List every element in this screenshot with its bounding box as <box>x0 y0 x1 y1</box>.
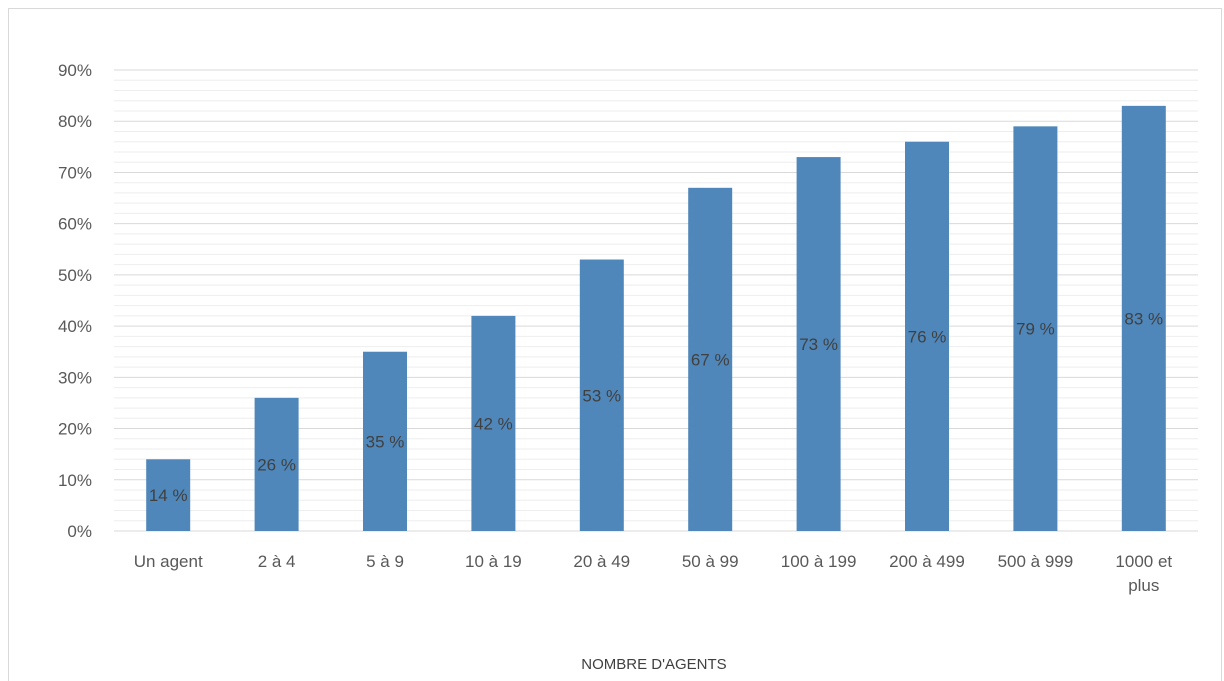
bar <box>1013 126 1058 531</box>
y-tick-label: 60% <box>58 215 92 234</box>
y-tick-label: 50% <box>58 266 92 285</box>
data-label: 26 % <box>257 455 296 474</box>
data-label: 35 % <box>366 432 405 451</box>
y-tick-label: 70% <box>58 163 92 182</box>
y-axis-ticks: 0% 10% 20% 30% 40% 50% 60% 70% 80% 90% <box>58 61 92 541</box>
data-labels: 14 % 26 % 35 % 42 % 53 % 67 % 73 % 76 % 79 % 83 % <box>149 309 1163 505</box>
x-category-label: plus <box>1128 576 1159 595</box>
x-category-label: Un agent <box>134 552 203 571</box>
y-tick-label: 30% <box>58 368 92 387</box>
bar <box>688 187 733 532</box>
x-category-label: 1000 et <box>1115 552 1172 571</box>
y-tick-label: 40% <box>58 317 92 336</box>
y-tick-label: 80% <box>58 112 92 131</box>
bar <box>363 351 407 531</box>
bar <box>905 141 949 531</box>
y-tick-label: 20% <box>58 420 92 439</box>
data-label: 53 % <box>582 386 621 405</box>
x-category-label: 2 à 4 <box>258 552 296 571</box>
x-category-label: 5 à 9 <box>366 552 404 571</box>
bar <box>146 459 191 531</box>
data-label: 42 % <box>474 414 513 433</box>
x-category-label: 100 à 199 <box>781 552 857 571</box>
x-category-label: 500 à 999 <box>998 552 1074 571</box>
data-label: 76 % <box>908 327 947 346</box>
bar <box>254 397 299 531</box>
bar <box>471 315 516 531</box>
data-label: 79 % <box>1016 320 1055 339</box>
data-label: 73 % <box>799 335 838 354</box>
y-tick-label: 90% <box>58 61 92 80</box>
x-axis-title: NOMBRE D'AGENTS <box>581 656 726 673</box>
bar <box>796 157 841 532</box>
x-category-label: 50 à 99 <box>682 552 739 571</box>
x-category-label: 200 à 499 <box>889 552 965 571</box>
x-category-label: 10 à 19 <box>465 552 522 571</box>
y-tick-label: 10% <box>58 471 92 490</box>
bar <box>1121 105 1166 531</box>
y-tick-label: 0% <box>67 522 92 541</box>
bars <box>146 105 1166 532</box>
x-axis-categories: Un agent 2 à 4 5 à 9 10 à 19 20 à 49 50 à 99 1… <box>134 552 1173 595</box>
bar <box>579 259 624 531</box>
data-label: 14 % <box>149 486 188 505</box>
data-label: 67 % <box>691 350 730 369</box>
x-category-label: 20 à 49 <box>573 552 630 571</box>
data-label: 83 % <box>1124 309 1163 328</box>
